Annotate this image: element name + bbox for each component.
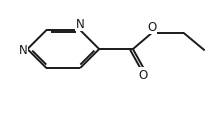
Text: N: N [19, 43, 27, 56]
Text: O: O [139, 68, 148, 81]
Text: N: N [76, 18, 85, 31]
Text: O: O [147, 21, 157, 34]
